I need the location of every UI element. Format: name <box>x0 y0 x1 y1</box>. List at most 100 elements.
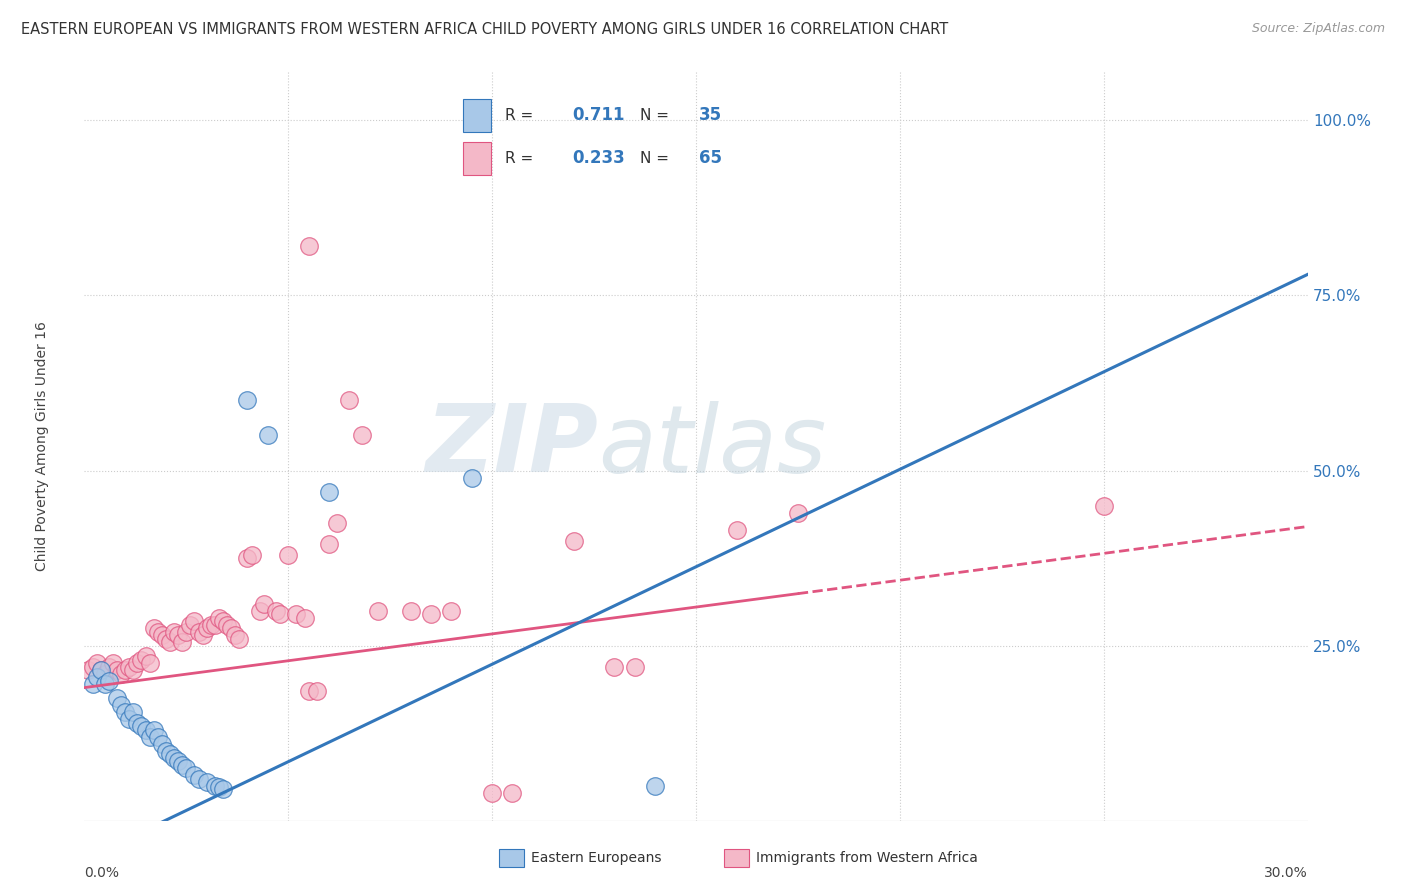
Point <box>502 786 524 800</box>
Point <box>339 393 361 408</box>
Point <box>159 635 181 649</box>
Point <box>179 617 201 632</box>
Point <box>298 684 321 698</box>
Point <box>82 677 104 691</box>
Text: atlas: atlas <box>598 401 827 491</box>
Text: Eastern Europeans: Eastern Europeans <box>531 851 662 865</box>
Point <box>155 632 177 646</box>
Point <box>131 719 153 733</box>
Text: Immigrants from Western Africa: Immigrants from Western Africa <box>756 851 979 865</box>
Point <box>110 666 132 681</box>
Point <box>228 632 250 646</box>
Point <box>131 652 153 666</box>
Point <box>167 754 190 768</box>
Point <box>399 603 422 617</box>
Point <box>440 603 463 617</box>
Point <box>174 761 197 775</box>
Point <box>195 621 218 635</box>
Point <box>200 617 222 632</box>
Point <box>118 659 141 673</box>
Point <box>253 597 276 611</box>
Point <box>93 677 115 691</box>
Point <box>264 603 287 617</box>
Text: EASTERN EUROPEAN VS IMMIGRANTS FROM WESTERN AFRICA CHILD POVERTY AMONG GIRLS UND: EASTERN EUROPEAN VS IMMIGRANTS FROM WEST… <box>21 22 948 37</box>
Point <box>146 624 169 639</box>
Point <box>90 663 112 677</box>
Point <box>195 775 218 789</box>
Point <box>481 786 503 800</box>
Point <box>562 533 585 548</box>
Point <box>298 239 321 253</box>
Point <box>350 428 373 442</box>
Point <box>204 617 226 632</box>
Point <box>135 649 157 664</box>
Point <box>172 757 194 772</box>
Point <box>77 663 100 677</box>
Text: 0.0%: 0.0% <box>84 865 120 880</box>
Text: Source: ZipAtlas.com: Source: ZipAtlas.com <box>1251 22 1385 36</box>
Point <box>142 621 165 635</box>
Point <box>191 628 214 642</box>
Point <box>217 617 239 632</box>
Point <box>127 656 149 670</box>
Point <box>624 659 647 673</box>
Point <box>167 628 190 642</box>
Point <box>208 610 231 624</box>
Point <box>269 607 291 621</box>
Point <box>257 428 280 442</box>
Point <box>219 621 242 635</box>
Point <box>97 673 120 688</box>
Point <box>236 393 259 408</box>
Point <box>163 624 186 639</box>
Point <box>183 614 205 628</box>
Point <box>305 684 328 698</box>
Point <box>212 614 235 628</box>
Point <box>114 705 136 719</box>
Point <box>204 779 226 793</box>
Point <box>138 656 160 670</box>
Point <box>90 663 112 677</box>
Point <box>135 723 157 737</box>
Point <box>461 470 484 484</box>
Point <box>294 610 316 624</box>
Point <box>142 723 165 737</box>
Point <box>172 635 194 649</box>
Point <box>97 659 120 673</box>
Point <box>603 659 626 673</box>
Text: ZIP: ZIP <box>425 400 598 492</box>
Text: Child Poverty Among Girls Under 16: Child Poverty Among Girls Under 16 <box>35 321 49 571</box>
Point <box>82 659 104 673</box>
Point <box>122 663 145 677</box>
Point <box>236 551 259 566</box>
Point <box>1092 499 1115 513</box>
Text: 30.0%: 30.0% <box>1264 865 1308 880</box>
Point <box>105 663 128 677</box>
Point <box>86 656 108 670</box>
Point <box>155 743 177 757</box>
Point <box>105 691 128 706</box>
Point <box>249 603 271 617</box>
Point <box>318 484 340 499</box>
Point <box>127 715 149 730</box>
Point <box>318 537 340 551</box>
Point <box>93 666 115 681</box>
Point <box>208 780 231 794</box>
Point <box>420 607 443 621</box>
Point <box>101 656 124 670</box>
Point <box>86 670 108 684</box>
Point <box>118 712 141 726</box>
Point <box>146 730 169 744</box>
Point <box>159 747 181 761</box>
Point <box>644 779 666 793</box>
Point <box>163 750 186 764</box>
Point <box>240 548 263 562</box>
Point <box>187 772 209 786</box>
Point <box>285 607 308 621</box>
Point <box>183 768 205 782</box>
Point <box>150 737 173 751</box>
Point <box>138 730 160 744</box>
Point <box>150 628 173 642</box>
Point <box>277 548 299 562</box>
Point <box>326 516 349 530</box>
Point <box>122 705 145 719</box>
